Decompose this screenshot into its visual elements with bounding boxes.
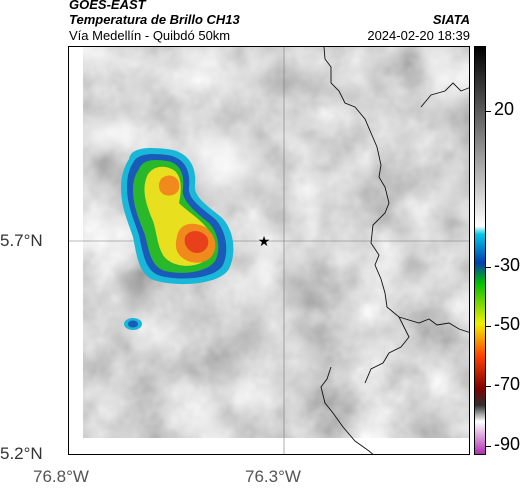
satellite-map[interactable]: ★ xyxy=(69,47,470,455)
product-title: Temperatura de Brillo CH13 xyxy=(69,12,240,27)
lat-tick-label: 5.2°N xyxy=(0,444,43,463)
colorbar-label: -90 xyxy=(494,434,521,454)
colorbar-tick xyxy=(486,267,491,268)
colorbar-label: -50 xyxy=(494,314,521,334)
colorbar-label: -70 xyxy=(494,374,521,394)
colorbar-tick xyxy=(486,386,491,387)
map-panel[interactable]: ★ xyxy=(68,46,470,455)
organization-name: SIATA xyxy=(432,12,470,27)
boundary-line-4 xyxy=(364,316,410,384)
star-marker: ★ xyxy=(258,234,271,250)
timestamp: 2024-02-20 18:39 xyxy=(367,28,470,43)
no-data-strip-bottom xyxy=(69,438,469,454)
colorbar-label: -30 xyxy=(494,255,521,275)
satellite-name: GOES-EAST xyxy=(69,0,146,12)
lat-tick-label: 5.7°N xyxy=(0,231,43,250)
lon-tick-label: 76.8°W xyxy=(33,467,89,486)
bright-cloud-patch xyxy=(174,122,284,212)
route-subtitle: Vía Medellín - Quibdó 50km xyxy=(69,28,231,43)
lon-tick-label: 76.3°W xyxy=(245,467,301,486)
colorbar-tick xyxy=(486,446,491,447)
bright-cloud-patch-2 xyxy=(79,107,139,157)
convective-cloud xyxy=(121,148,234,285)
colorbar-label: 20 xyxy=(494,99,515,119)
boundary-line-2 xyxy=(420,82,469,108)
no-data-strip-left xyxy=(69,47,83,454)
boundary-line-3 xyxy=(320,366,374,454)
small-cloud-cell xyxy=(124,318,142,330)
colorbar-tick xyxy=(486,326,491,327)
boundary-line xyxy=(323,47,469,333)
colorbar-tick xyxy=(486,111,491,112)
colorbar xyxy=(474,46,486,455)
